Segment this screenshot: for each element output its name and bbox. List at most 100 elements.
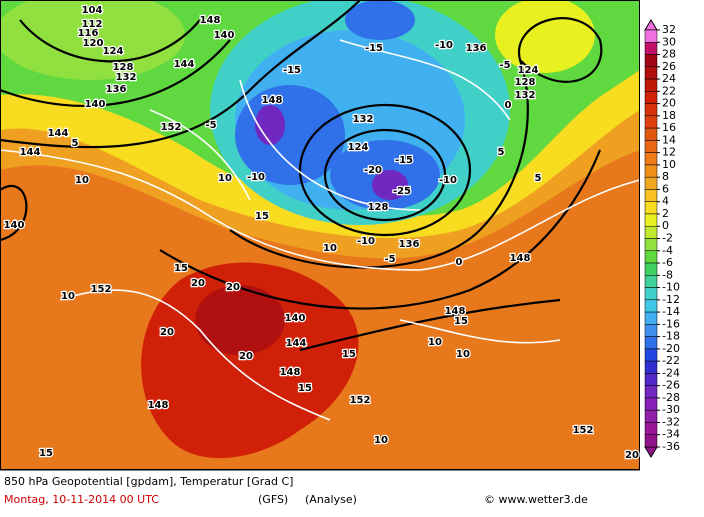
contour-label: 15 bbox=[298, 383, 312, 394]
contour-label: -10 bbox=[247, 172, 265, 183]
contour-label: 132 bbox=[515, 90, 536, 101]
legend-label: 6 bbox=[662, 182, 669, 195]
contour-label: 148 bbox=[280, 367, 301, 378]
contour-label: -15 bbox=[395, 155, 413, 166]
contour-label: 144 bbox=[174, 59, 195, 70]
contour-label: 5 bbox=[535, 173, 542, 184]
contour-labels: 1041121161201241281321361401441445101401… bbox=[2, 4, 640, 463]
contour-label: 128 bbox=[113, 62, 134, 73]
legend-swatch bbox=[644, 42, 658, 55]
contour-label: -20 bbox=[364, 165, 382, 176]
contour-label: 20 bbox=[625, 450, 639, 461]
legend-swatch bbox=[644, 78, 658, 92]
contour-label: 140 bbox=[4, 220, 25, 231]
legend-swatch bbox=[644, 422, 658, 435]
legend-label: -24 bbox=[662, 366, 680, 379]
contour-label: 124 bbox=[348, 142, 369, 153]
contour-label: 152 bbox=[161, 122, 182, 133]
map-title: 850 hPa Geopotential [gpdam], Temperatur… bbox=[4, 475, 293, 488]
contour-label: 10 bbox=[428, 337, 442, 348]
legend-swatch bbox=[644, 262, 658, 276]
contour-label: 128 bbox=[515, 77, 536, 88]
contour-label: 148 bbox=[510, 253, 531, 264]
legend-label: -36 bbox=[662, 440, 680, 453]
legend-swatch bbox=[644, 336, 658, 350]
contour-label: -5 bbox=[384, 254, 395, 265]
contour-label: 132 bbox=[116, 72, 137, 83]
legend-label: -2 bbox=[662, 232, 673, 245]
contour-label: 10 bbox=[75, 175, 89, 186]
legend-swatch bbox=[644, 238, 658, 252]
contour-label: 15 bbox=[342, 349, 356, 360]
contour-label: 152 bbox=[91, 284, 112, 295]
legend-label: -12 bbox=[662, 293, 680, 306]
contour-label: 10 bbox=[456, 349, 470, 360]
legend-label: 26 bbox=[662, 60, 676, 73]
contour-label: 120 bbox=[83, 38, 104, 49]
contour-label: 136 bbox=[466, 43, 487, 54]
legend-swatch bbox=[644, 348, 658, 362]
map-date: Montag, 10-11-2014 00 UTC bbox=[4, 493, 159, 506]
contour-label: 5 bbox=[72, 138, 79, 149]
legend-label: -16 bbox=[662, 317, 680, 330]
legend-swatch bbox=[644, 127, 658, 141]
contour-label: 15 bbox=[255, 211, 269, 222]
credit: © www.wetter3.de bbox=[484, 493, 588, 506]
contour-label: 15 bbox=[174, 263, 188, 274]
contour-label: 140 bbox=[85, 99, 106, 110]
legend-swatch bbox=[644, 140, 658, 153]
legend-label: 28 bbox=[662, 48, 676, 61]
legend-label: -26 bbox=[662, 379, 680, 392]
legend-swatch bbox=[644, 299, 658, 313]
contour-label: 20 bbox=[160, 327, 174, 338]
legend-arrow-bottom bbox=[644, 446, 658, 458]
contour-label: 20 bbox=[226, 282, 240, 293]
contour-label: -10 bbox=[357, 236, 375, 247]
legend-label: 20 bbox=[662, 97, 676, 110]
legend-label: -14 bbox=[662, 305, 680, 318]
legend-swatch bbox=[644, 324, 658, 337]
legend-swatch bbox=[644, 311, 658, 325]
legend-swatch bbox=[644, 373, 658, 386]
legend-swatch bbox=[644, 275, 658, 288]
contour-label: 136 bbox=[106, 84, 127, 95]
contour-label: 112 bbox=[82, 19, 103, 30]
legend-swatch bbox=[644, 385, 658, 399]
legend-label: 30 bbox=[662, 35, 676, 48]
contour-label: 124 bbox=[103, 46, 124, 57]
legend-swatch bbox=[644, 397, 658, 411]
contour-label: -5 bbox=[499, 60, 510, 71]
contour-label: 140 bbox=[285, 313, 306, 324]
contour-label: -15 bbox=[365, 43, 383, 54]
contour-label: 132 bbox=[353, 114, 374, 125]
legend-swatch bbox=[644, 91, 658, 104]
legend-swatch bbox=[644, 54, 658, 68]
contour-label: -5 bbox=[205, 120, 216, 131]
contour-label: 0 bbox=[456, 257, 463, 268]
legend-label: -6 bbox=[662, 256, 673, 269]
legend-swatch bbox=[644, 152, 658, 166]
legend-label: 16 bbox=[662, 121, 676, 134]
contour-label: 15 bbox=[39, 448, 53, 459]
legend-label: 2 bbox=[662, 207, 669, 220]
contour-label: 124 bbox=[518, 65, 539, 76]
contour-label: 148 bbox=[262, 95, 283, 106]
legend-swatch bbox=[644, 103, 658, 117]
contour-label: 136 bbox=[399, 239, 420, 250]
legend-label: -8 bbox=[662, 268, 673, 281]
legend-swatch bbox=[644, 287, 658, 301]
legend-label: 32 bbox=[662, 23, 676, 36]
legend-label: 22 bbox=[662, 84, 676, 97]
contour-label: 152 bbox=[350, 395, 371, 406]
contour-label: 10 bbox=[323, 243, 337, 254]
contour-label: 20 bbox=[239, 351, 253, 362]
legend-swatch bbox=[644, 164, 658, 178]
legend-label: 4 bbox=[662, 195, 669, 208]
legend-swatch bbox=[644, 176, 658, 190]
legend-label: -18 bbox=[662, 330, 680, 343]
legend-swatch bbox=[644, 225, 658, 239]
contour-label: 0 bbox=[505, 100, 512, 111]
contour-label: 10 bbox=[374, 435, 388, 446]
color-legend: 32302826242220181614121086420-2-4-6-8-10… bbox=[644, 19, 680, 458]
